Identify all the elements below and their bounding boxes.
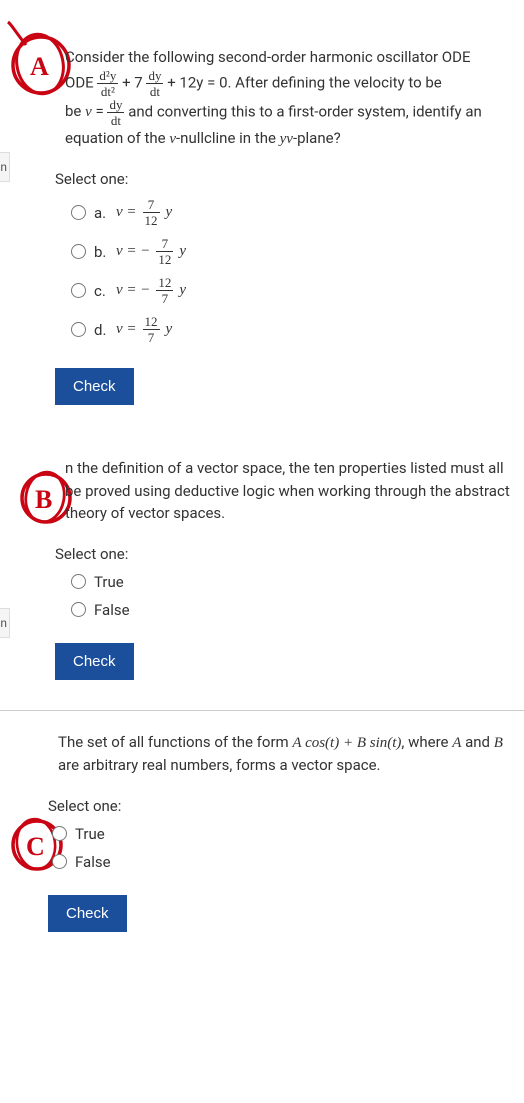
question-c-text: The set of all functions of the form A c…: [58, 725, 516, 777]
text: yv: [280, 131, 293, 147]
option-true-label: True: [75, 825, 105, 843]
text: , where: [401, 733, 452, 751]
svg-text:B: B: [35, 485, 52, 514]
question-a-text: Consider the following second-order harm…: [65, 40, 516, 150]
opt-tail: y: [166, 321, 173, 338]
fraction: 712: [143, 198, 160, 227]
option-b[interactable]: b. v = − 712 y: [71, 237, 516, 266]
check-button-c[interactable]: Check: [48, 895, 127, 932]
opt-lhs: v =: [116, 321, 137, 338]
frac-num: 12: [156, 276, 173, 291]
radio-true[interactable]: [71, 574, 86, 589]
option-true[interactable]: True: [52, 825, 516, 843]
radio-false[interactable]: [52, 854, 67, 869]
opt-letter: a.: [94, 204, 110, 222]
opt-tail: y: [179, 243, 186, 260]
option-c-label: c. v = − 127 y: [94, 276, 186, 305]
text-be: be v =: [65, 102, 107, 120]
frac-num: 7: [156, 237, 173, 252]
opt-lhs: v = −: [116, 243, 150, 260]
opt-tail: y: [179, 282, 186, 299]
frac-den: dt: [107, 113, 124, 127]
option-a-label: a. v = 712 y: [94, 198, 172, 227]
question-a: Consider the following second-order harm…: [55, 0, 516, 405]
text: + 12y = 0. After defining the velocity t…: [167, 73, 442, 91]
radio-b[interactable]: [71, 244, 86, 259]
text-ode: ODE: [65, 73, 97, 91]
question-b-text: n the definition of a vector space, the …: [65, 451, 516, 525]
svg-text:A: A: [30, 52, 49, 81]
option-false[interactable]: False: [52, 853, 516, 871]
radio-a[interactable]: [71, 205, 86, 220]
radio-true[interactable]: [52, 826, 67, 841]
frac-den: dt²: [97, 84, 118, 98]
option-d-label: d. v = 127 y: [94, 315, 172, 344]
check-button-a[interactable]: Check: [55, 368, 134, 405]
frac-num: dy: [107, 98, 124, 113]
text: -nullcline in the: [176, 129, 280, 147]
svg-text:C: C: [26, 832, 45, 861]
text: B: [494, 735, 503, 751]
question-a-answers: Select one: a. v = 712 y b. v = − 712 y …: [55, 170, 516, 405]
opt-lhs: v =: [116, 204, 137, 221]
frac-num: dy: [146, 69, 163, 84]
option-c[interactable]: c. v = − 127 y: [71, 276, 516, 305]
option-false-label: False: [75, 853, 111, 871]
question-c: The set of all functions of the form A c…: [48, 725, 516, 932]
divider: [0, 710, 524, 711]
select-one-prompt: Select one:: [55, 170, 516, 188]
text: The set of all functions of the form: [58, 733, 292, 751]
option-d[interactable]: d. v = 127 y: [71, 315, 516, 344]
select-one-prompt: Select one:: [48, 797, 516, 815]
radio-d[interactable]: [71, 322, 86, 337]
fraction: 712: [156, 237, 173, 266]
fraction: 127: [156, 276, 173, 305]
opt-letter: b.: [94, 243, 110, 261]
frac-den: 12: [156, 252, 173, 266]
text: -plane?: [293, 129, 341, 147]
frac-den: 7: [143, 330, 160, 344]
fraction: 127: [143, 315, 160, 344]
text: n the definition of a vector space, the …: [65, 459, 510, 522]
math: A cos(t) + B sin(t): [292, 735, 401, 751]
frac-num: 7: [143, 198, 160, 213]
fraction: dydt: [146, 69, 163, 98]
text: + 7: [122, 73, 143, 91]
fraction: d²ydt²: [97, 69, 118, 98]
sidebar-tab-2: n: [0, 608, 10, 638]
radio-false[interactable]: [71, 602, 86, 617]
text: and: [461, 733, 493, 751]
opt-tail: y: [166, 204, 173, 221]
question-c-answers: Select one: True False Check: [48, 797, 516, 932]
check-button-b[interactable]: Check: [55, 643, 134, 680]
option-a[interactable]: a. v = 712 y: [71, 198, 516, 227]
frac-den: dt: [146, 84, 163, 98]
frac-num: 12: [143, 315, 160, 330]
opt-letter: d.: [94, 321, 110, 339]
option-false[interactable]: False: [71, 601, 516, 619]
question-b-answers: Select one: True False Check: [55, 545, 516, 680]
question-b: n the definition of a vector space, the …: [55, 451, 516, 680]
sidebar-tab-label: n: [0, 160, 7, 174]
frac-den: 7: [156, 291, 173, 305]
text: A: [452, 735, 461, 751]
select-one-prompt: Select one:: [55, 545, 516, 563]
sidebar-tab-1: n: [0, 152, 10, 182]
option-true-label: True: [94, 573, 124, 591]
option-b-label: b. v = − 712 y: [94, 237, 186, 266]
frac-num: d²y: [97, 69, 118, 84]
frac-den: 12: [143, 213, 160, 227]
fraction: dydt: [107, 98, 124, 127]
opt-letter: c.: [94, 282, 110, 300]
text: are arbitrary real numbers, forms a vect…: [58, 756, 381, 774]
option-false-label: False: [94, 601, 130, 619]
option-true[interactable]: True: [71, 573, 516, 591]
radio-c[interactable]: [71, 283, 86, 298]
opt-lhs: v = −: [116, 282, 150, 299]
sidebar-tab-label: n: [0, 616, 7, 630]
text: Consider the following second-order harm…: [65, 48, 471, 66]
